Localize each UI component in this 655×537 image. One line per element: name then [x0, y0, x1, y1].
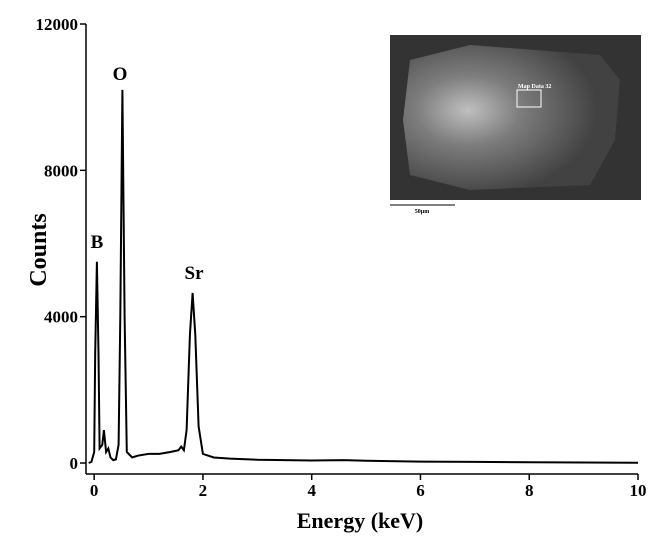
x-tick-label: 2: [199, 481, 208, 500]
peak-label: Sr: [185, 263, 205, 284]
inset-label: Map Data 32: [518, 84, 551, 90]
x-tick-label: 8: [525, 481, 534, 500]
inset-roi: [516, 89, 542, 108]
peak-label: B: [91, 232, 104, 253]
y-tick-label: 0: [70, 454, 79, 473]
y-tick-label: 4000: [44, 308, 78, 327]
x-tick-label: 4: [307, 481, 316, 500]
spectrum-line: [88, 89, 639, 464]
x-tick-label: 10: [630, 481, 647, 500]
y-axis-label: Counts: [26, 213, 52, 286]
x-tick-label: 0: [90, 481, 99, 500]
x-axis-label: Energy (keV): [297, 508, 423, 533]
inset-image: Map Data 32 50µm: [390, 35, 641, 215]
peak-label: O: [113, 64, 128, 85]
y-tick-label: 8000: [44, 161, 78, 180]
y-tick-label: 12000: [36, 15, 79, 34]
inset-scale: 50µm: [415, 209, 429, 215]
inset-specimen: [403, 45, 620, 190]
x-tick-label: 6: [416, 481, 425, 500]
